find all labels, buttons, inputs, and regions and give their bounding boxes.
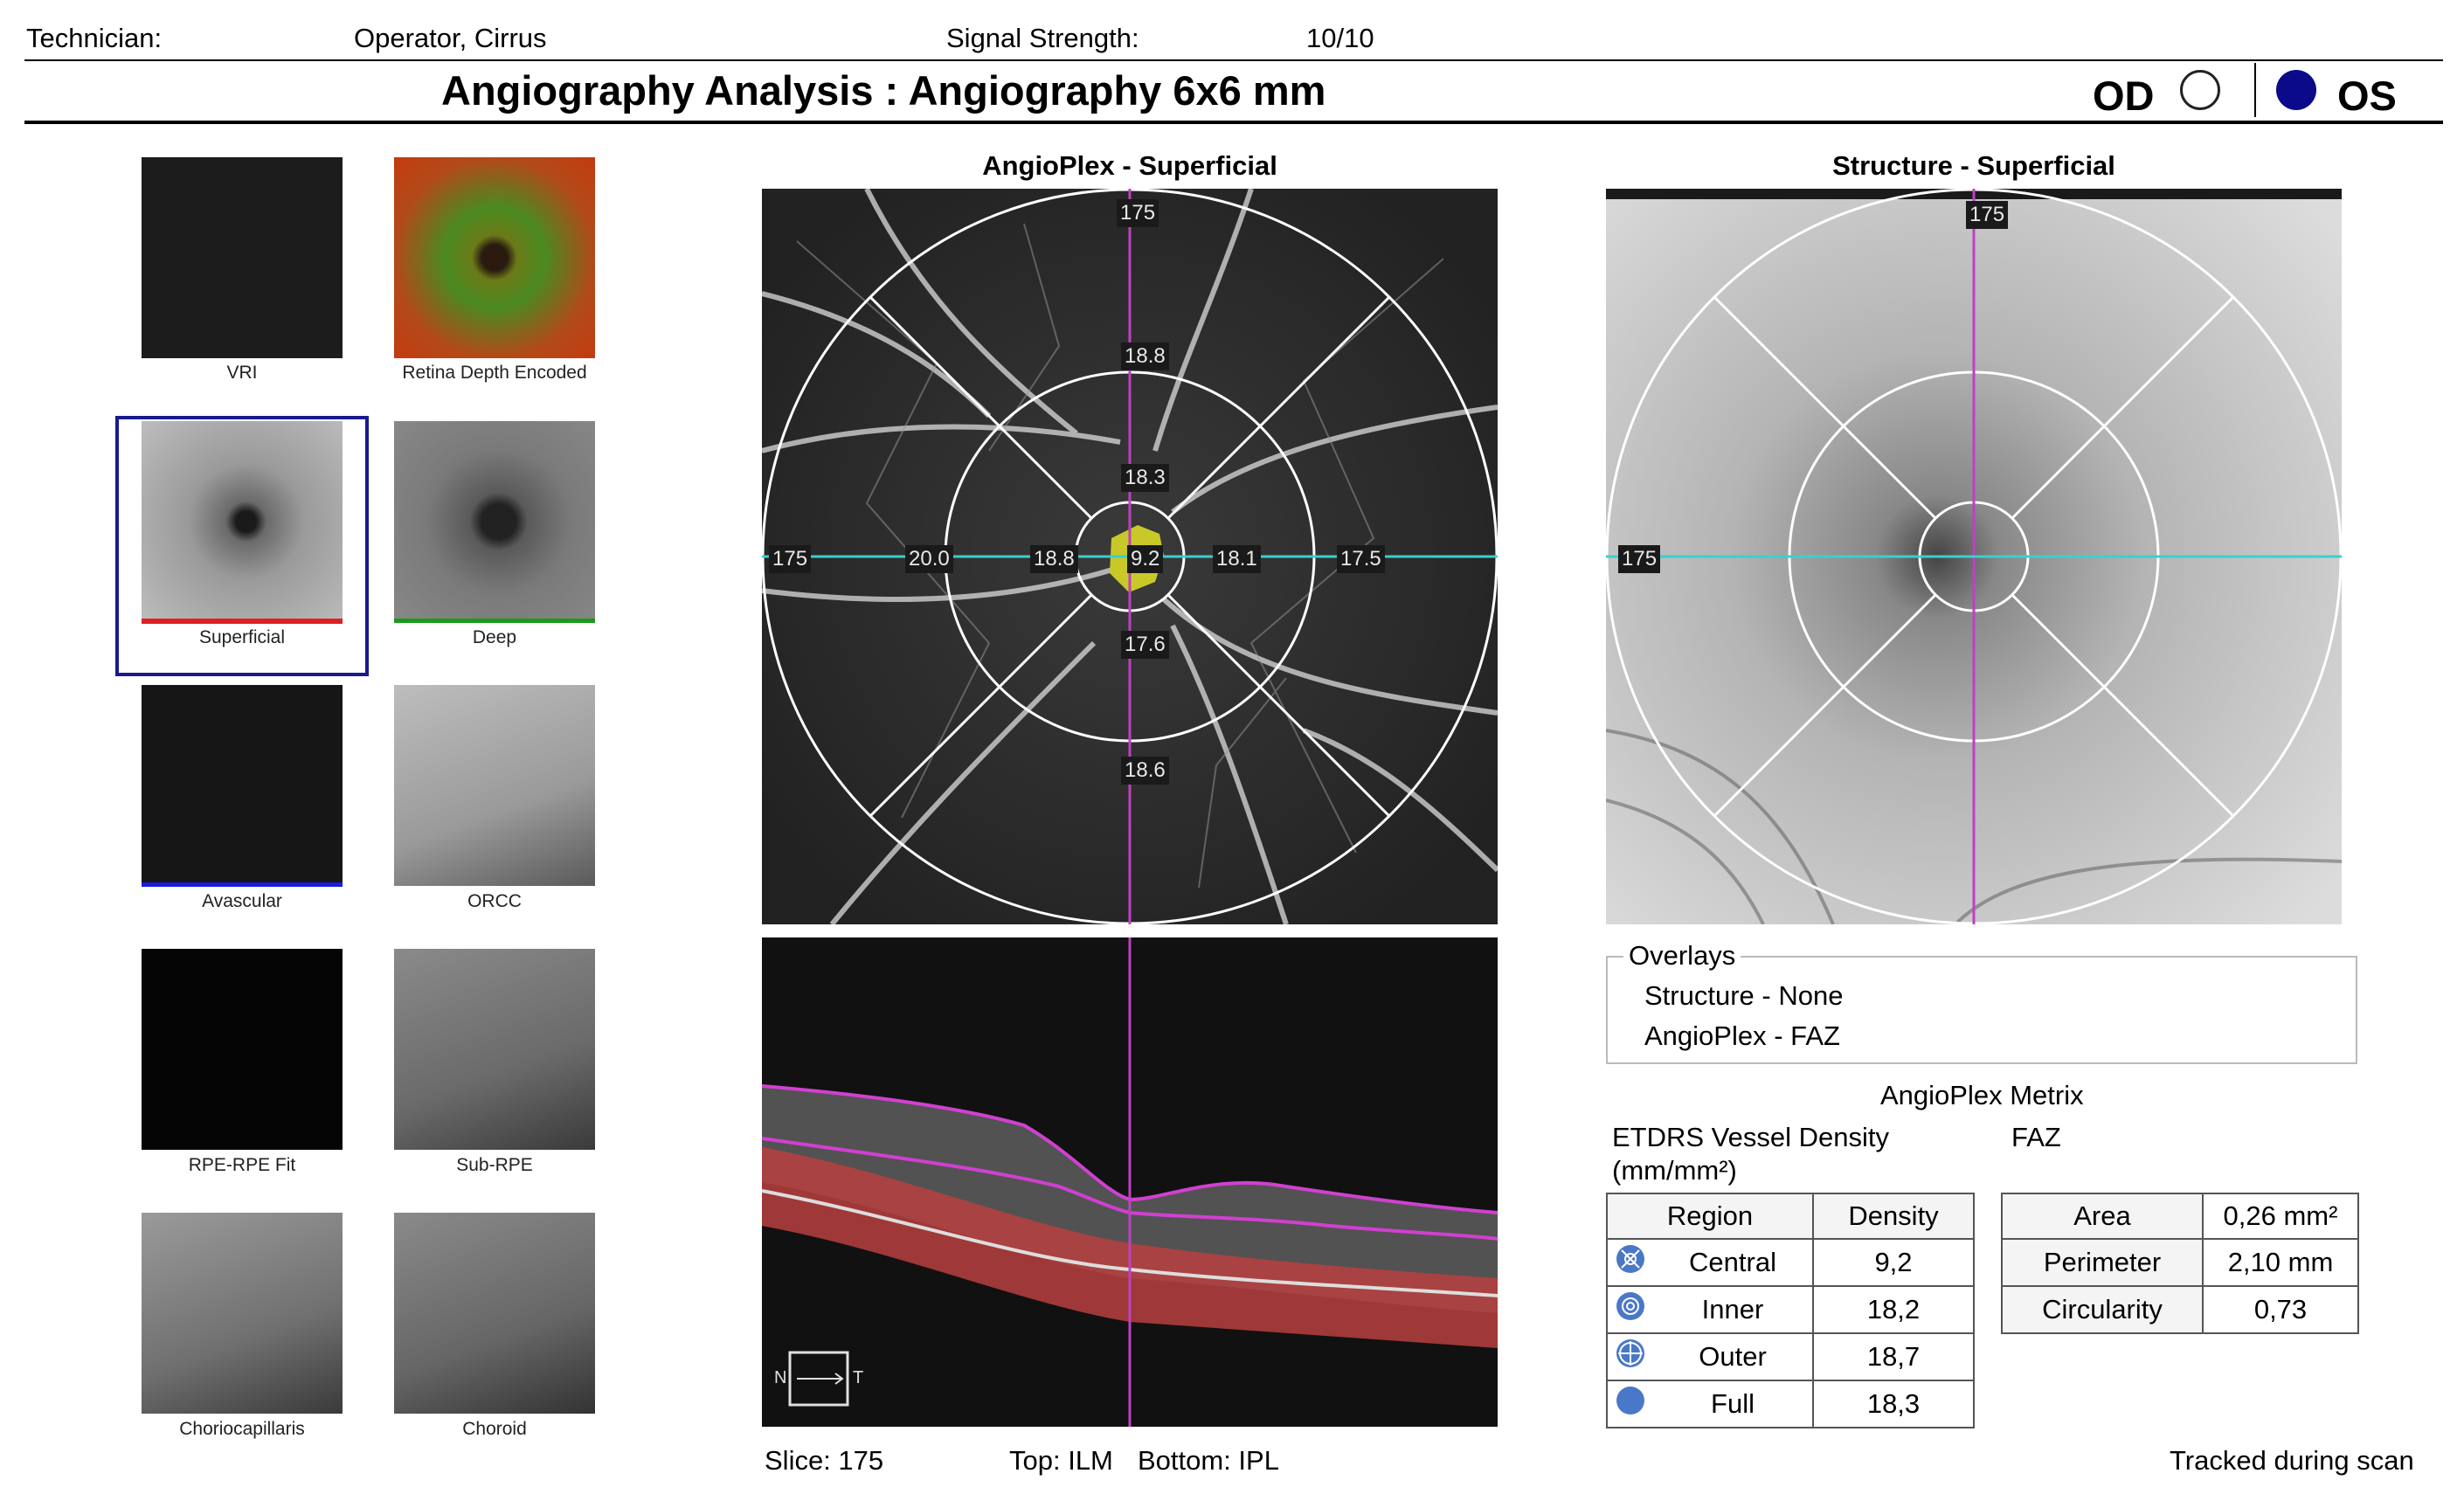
density-cell: 18,7: [1812, 1332, 1975, 1381]
thumbnail-label: RPE-RPE Fit: [188, 1155, 296, 1175]
sector-outer-right: 17.5: [1337, 545, 1385, 573]
structure-title: Structure - Superficial: [1832, 150, 2115, 181]
table-row: Circularity 0,73: [2001, 1285, 2359, 1334]
thumbnail-label: Choriocapillaris: [179, 1419, 305, 1439]
angioplex-slice-marker: 175: [1117, 199, 1159, 227]
table-row: Perimeter 2,10 mm: [2001, 1238, 2359, 1287]
region-cell: Inner: [1653, 1285, 1814, 1334]
thumbnail-retina-depth-encoded[interactable]: [394, 157, 595, 358]
thumbnail-label: Sub-RPE: [456, 1155, 533, 1175]
density-cell: 18,3: [1812, 1380, 1975, 1428]
top-boundary: Top: ILM: [1009, 1445, 1113, 1476]
region-header: Region: [1606, 1193, 1814, 1240]
density-cell: 9,2: [1812, 1238, 1975, 1287]
vessel-pattern: [762, 189, 1498, 924]
thumbnail-choroid[interactable]: [394, 1213, 595, 1414]
central-region-icon: [1616, 1245, 1644, 1273]
angioplex-h-marker: 175: [769, 545, 812, 573]
table-row: Outer 18,7: [1606, 1332, 1975, 1381]
density-cell: 18,2: [1812, 1285, 1975, 1334]
thumbnail-label: Retina Depth Encoded: [402, 363, 587, 383]
etdrs-units: (mm/mm²): [1612, 1155, 1737, 1186]
structure-slice-marker: 175: [1966, 201, 2009, 229]
density-table: Region Density Central 9,2 Inner 18,2 Ou…: [1606, 1193, 1975, 1428]
eye-os-label: OS: [2337, 73, 2397, 119]
faz-label-cell: Area: [2001, 1193, 2204, 1240]
structure-image[interactable]: [1606, 189, 2342, 924]
outer-region-icon: [1616, 1339, 1644, 1367]
overlay-structure[interactable]: Structure - None: [1644, 980, 1844, 1011]
overlay-angioplex[interactable]: AngioPlex - FAZ: [1644, 1020, 1840, 1051]
region-cell: Full: [1653, 1380, 1814, 1428]
orientation-box-icon: [788, 1351, 849, 1407]
technician-value: Operator, Cirrus: [354, 23, 547, 53]
thumbnail-label: Deep: [472, 627, 517, 647]
faz-table: Area 0,26 mm² Perimeter 2,10 mm Circular…: [2001, 1193, 2359, 1334]
angioplex-title: AngioPlex - Superficial: [982, 150, 1277, 181]
orientation-t: T: [853, 1368, 864, 1387]
thumbnail-vri[interactable]: [142, 157, 343, 358]
sector-outer-left: 20.0: [905, 545, 953, 573]
thumbnail-label: VRI: [226, 363, 258, 383]
eye-divider: [2254, 63, 2256, 117]
thumbnail-avascular[interactable]: [142, 685, 343, 886]
selected-thumbnail-frame: [115, 416, 369, 676]
region-cell: Outer: [1653, 1332, 1814, 1381]
sector-inner-top: 18.3: [1121, 464, 1169, 492]
overlays-title: Overlays: [1623, 940, 1741, 972]
bscan-image[interactable]: [762, 937, 1498, 1427]
thumbnail-label: Choroid: [462, 1419, 527, 1439]
os-radio-icon[interactable]: [2276, 70, 2316, 110]
table-row: Area 0,26 mm²: [2001, 1193, 2359, 1240]
region-cell: Central: [1653, 1238, 1814, 1287]
faz-label-cell: Perimeter: [2001, 1238, 2204, 1287]
thumbnail-choriocapillaris[interactable]: [142, 1213, 343, 1414]
density-header: Density: [1812, 1193, 1975, 1240]
thumbnail-sub-rpe[interactable]: [394, 949, 595, 1150]
avascular-color-bar: [142, 882, 343, 887]
sector-outer-top: 18.8: [1121, 342, 1169, 370]
signal-strength-label: Signal Strength:: [946, 23, 1139, 53]
faz-value-cell: 0,73: [2202, 1285, 2359, 1334]
thumbnail-label: Avascular: [202, 891, 282, 911]
table-row: Inner 18,2: [1606, 1285, 1975, 1334]
sector-center: 9.2: [1127, 545, 1164, 573]
density-table-header: Region Density: [1606, 1193, 1975, 1240]
thumbnail-deep[interactable]: [394, 421, 595, 622]
faz-label-cell: Circularity: [2001, 1285, 2204, 1334]
table-row: Central 9,2: [1606, 1238, 1975, 1287]
thumbnail-orcc[interactable]: [394, 685, 595, 886]
signal-strength-value: 10/10: [1306, 23, 1374, 53]
technician-label: Technician:: [26, 23, 163, 53]
inner-region-icon: [1616, 1292, 1644, 1320]
thumbnail-superficial[interactable]: [142, 421, 343, 622]
sector-inner-right: 18.1: [1213, 545, 1261, 573]
structure-h-marker: 175: [1618, 545, 1661, 573]
overlays-box: [1606, 956, 2357, 1064]
thumbnail-label: Superficial: [198, 627, 286, 647]
metrix-title: AngioPlex Metrix: [1880, 1080, 2084, 1110]
sector-inner-bottom: 17.6: [1121, 631, 1169, 659]
table-row: Full 18,3: [1606, 1380, 1975, 1428]
eye-od-label: OD: [2093, 73, 2155, 119]
page-title: Angiography Analysis : Angiography 6x6 m…: [441, 67, 1326, 114]
thumbnail-rpe-rpe-fit[interactable]: [142, 949, 343, 1150]
faz-label: FAZ: [2011, 1122, 2061, 1152]
faz-value-cell: 2,10 mm: [2202, 1238, 2359, 1287]
deep-color-bar: [394, 619, 595, 623]
slice-number: Slice: 175: [765, 1445, 884, 1476]
header-divider-bottom: [24, 121, 2443, 124]
superficial-color-bar: [142, 619, 343, 624]
tracked-status: Tracked during scan: [2170, 1445, 2414, 1476]
faz-value-cell: 0,26 mm²: [2202, 1193, 2359, 1240]
thumbnail-label: ORCC: [467, 891, 522, 911]
header-divider-top: [24, 59, 2443, 61]
etdrs-label: ETDRS Vessel Density: [1612, 1122, 1889, 1152]
sector-outer-bottom: 18.6: [1121, 757, 1169, 785]
sector-inner-left: 18.8: [1030, 545, 1078, 573]
full-region-icon: [1616, 1387, 1644, 1415]
bottom-boundary: Bottom: IPL: [1138, 1445, 1279, 1476]
orientation-n: N: [774, 1368, 787, 1387]
od-radio-icon[interactable]: [2180, 70, 2220, 110]
